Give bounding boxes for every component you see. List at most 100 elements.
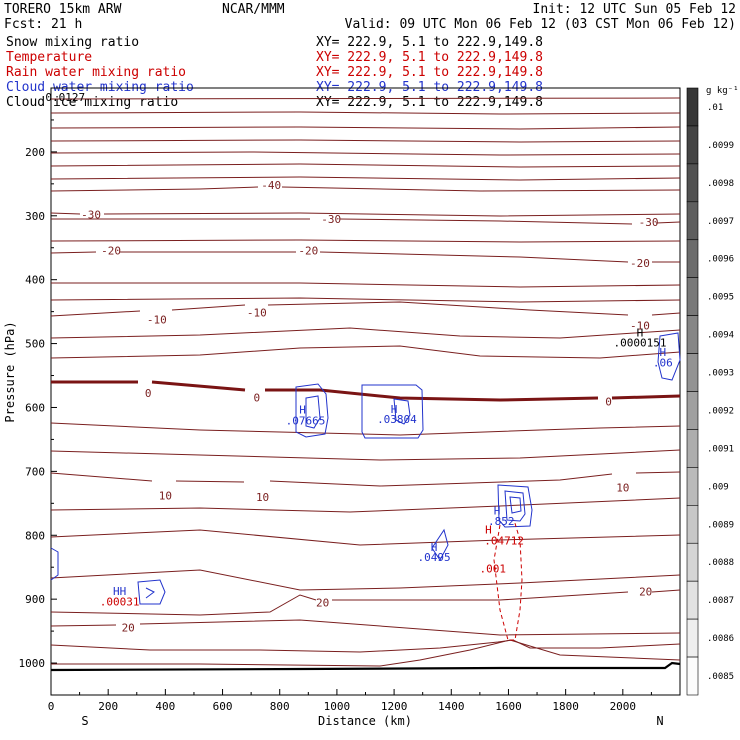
extremum-label: .001 bbox=[479, 562, 506, 575]
cloud-water-contour bbox=[657, 332, 681, 381]
isotherm-label: 0 bbox=[145, 387, 152, 400]
colorbar-segment bbox=[686, 277, 699, 316]
cloud-water-contour bbox=[305, 395, 321, 429]
init-time: Init: 12 UTC Sun 05 Feb 12 bbox=[533, 2, 737, 17]
extremum-label: H bbox=[391, 403, 398, 416]
cloud-water-contour bbox=[393, 398, 411, 425]
cloud-water-contour bbox=[431, 528, 449, 561]
isotherm-line bbox=[50, 163, 681, 168]
extremum-label: .06 bbox=[653, 357, 673, 370]
extremum-label: .03804 bbox=[377, 413, 417, 426]
model-title: TORERO 15km ARW bbox=[4, 2, 122, 17]
isotherm-line bbox=[50, 569, 681, 591]
isotherm-label: -20 bbox=[101, 244, 121, 257]
colorbar-tick-label: .0089 bbox=[707, 520, 734, 530]
y-tick-label: 200 bbox=[25, 146, 45, 159]
isotherm-label: -20 bbox=[630, 257, 650, 270]
colorbar-segment bbox=[686, 429, 699, 468]
cloud-water-contour bbox=[504, 490, 526, 522]
isotherm-line bbox=[50, 251, 680, 263]
colorbar-segment bbox=[686, 656, 699, 696]
isotherm-line bbox=[50, 176, 681, 181]
isotherm-label: 10 bbox=[256, 491, 269, 504]
isotherm-line bbox=[50, 139, 681, 143]
isotherm-line bbox=[50, 297, 681, 303]
center-title: NCAR/MMM bbox=[222, 2, 285, 17]
rain-water-contour bbox=[493, 519, 523, 641]
colorbar-tick-label: .0085 bbox=[707, 672, 734, 682]
extremum-label: .0495 bbox=[418, 551, 451, 564]
y-tick-label: 700 bbox=[25, 465, 45, 478]
terrain-line bbox=[50, 661, 681, 672]
field-xy-snow: XY= 222.9, 5.1 to 222.9,149.8 bbox=[316, 35, 543, 50]
y-tick-label: 300 bbox=[25, 210, 45, 223]
isotherm-label: -30 bbox=[639, 216, 659, 229]
extremum-label: H bbox=[660, 346, 667, 359]
field-name-rain: Rain water mixing ratio bbox=[6, 65, 186, 80]
extremum-label: H bbox=[494, 504, 501, 517]
colorbar-segment bbox=[686, 87, 699, 127]
extremum-label: .00031 bbox=[100, 596, 140, 609]
extremum-label: HH bbox=[113, 585, 126, 598]
isotherm-line bbox=[50, 239, 681, 243]
y-tick-label: 900 bbox=[25, 593, 45, 606]
colorbar-segment bbox=[686, 315, 699, 354]
x-tick-label: 1800 bbox=[552, 700, 579, 713]
colorbar-segment bbox=[686, 391, 699, 430]
isotherm-label: 20 bbox=[122, 621, 135, 634]
colorbar-segment bbox=[686, 201, 699, 241]
cloud-water-contour bbox=[50, 547, 59, 581]
isotherm-label: 10 bbox=[616, 481, 629, 494]
colorbar-tick-label: .0093 bbox=[707, 369, 734, 379]
x-tick-label: 600 bbox=[213, 700, 233, 713]
y-axis-label: Pressure (hPa) bbox=[3, 321, 17, 422]
temperature-contour-labels: -40 -30 -30 -30 -20 -20 -20 -10 -10 -10 0 0 0 10 10 10 2… bbox=[81, 179, 658, 634]
field-xy-rain: XY= 222.9, 5.1 to 222.9,149.8 bbox=[316, 65, 543, 80]
isotherm-line bbox=[50, 212, 681, 217]
colorbar-tick-label: .0097 bbox=[707, 217, 734, 227]
colorbar-segment bbox=[686, 580, 699, 620]
isotherm-label: -10 bbox=[147, 313, 167, 326]
isotherm-line bbox=[51, 218, 681, 225]
extremum-label: .04712 bbox=[484, 534, 524, 547]
y-tick-label: 600 bbox=[25, 401, 45, 414]
x-tick-label: 800 bbox=[270, 700, 290, 713]
colorbar-tick-label: .0091 bbox=[707, 444, 734, 454]
isotherm-line bbox=[50, 497, 681, 513]
x-tick-label: 0 bbox=[48, 700, 55, 713]
colorbar-tick-label: .0098 bbox=[707, 179, 734, 189]
isotherm-label: 0 bbox=[254, 391, 261, 404]
header: TORERO 15km ARW NCAR/MMM Init: 12 UTC Su… bbox=[4, 2, 736, 110]
isotherm-label: 20 bbox=[316, 596, 329, 609]
extremum-label: H bbox=[431, 541, 438, 554]
y-axis-ticks: 200 300 400 500 600 700 800 900 1000 bbox=[19, 119, 57, 670]
isotherm-line bbox=[50, 619, 681, 636]
south-label: S bbox=[81, 714, 88, 728]
cloud-water-contour bbox=[497, 484, 533, 528]
isotherm-line bbox=[51, 639, 681, 667]
isotherm-line bbox=[50, 471, 681, 487]
isotherm-label: -30 bbox=[321, 213, 341, 226]
colorbar-tick-label: .0094 bbox=[707, 331, 734, 341]
colorbar-segment bbox=[686, 505, 699, 544]
colorbar-segment bbox=[686, 125, 699, 165]
isotherm-line bbox=[50, 301, 681, 317]
isotherm-line bbox=[50, 126, 681, 130]
colorbar-tick-label: .0095 bbox=[707, 293, 734, 303]
isotherm-line bbox=[50, 111, 681, 115]
extremum-label: H bbox=[299, 403, 306, 416]
cloud-water-contour bbox=[145, 587, 155, 599]
extremum-label: .0000151 bbox=[613, 336, 666, 349]
field-name-snow: Snow mixing ratio bbox=[6, 35, 139, 50]
isotherm-label: -30 bbox=[81, 209, 101, 222]
extrema-labels: 0.0127H.0000151H.06H.07665H.03804H.852H.… bbox=[45, 91, 672, 609]
x-axis-label: Distance (km) bbox=[318, 714, 412, 728]
isotherm-label: -10 bbox=[630, 320, 650, 333]
cloud-water-contour bbox=[361, 384, 424, 439]
colorbar: g kg⁻¹ .01 .0099 .0098 .0097 .0096 .0095 .0094… bbox=[686, 86, 739, 696]
x-tick-label: 1200 bbox=[381, 700, 408, 713]
x-tick-label: 1000 bbox=[324, 700, 351, 713]
y-tick-label: 800 bbox=[25, 529, 45, 542]
colorbar-tick-label: .0088 bbox=[707, 558, 734, 568]
field-xy-temperature: XY= 222.9, 5.1 to 222.9,149.8 bbox=[316, 50, 543, 65]
